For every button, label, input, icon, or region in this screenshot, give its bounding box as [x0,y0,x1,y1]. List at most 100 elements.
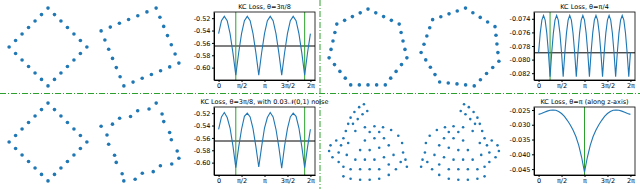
tick: π [263,80,267,90]
point [356,118,359,121]
tick: π/2 [557,80,567,90]
point [494,33,498,37]
point [359,149,362,152]
tick-label: 3π/2 [281,177,295,185]
point [420,166,423,169]
point [392,154,395,157]
tick-mark [532,73,534,74]
point [366,83,370,87]
tick-label: π [583,82,587,90]
tick-label: -0.045 [510,166,531,174]
tick-mark [532,46,534,47]
point [72,58,76,62]
tick-mark [212,55,214,56]
point [349,83,353,87]
tick: -0.074 [510,15,534,23]
point [486,20,490,24]
tick-label: -0.58 [194,52,211,60]
point [438,174,441,177]
tick-label: 3π/2 [601,177,615,185]
point [337,151,340,154]
point [390,19,394,23]
point [27,160,31,164]
point-cloud [7,101,88,182]
tick-label: -0.54 [194,122,211,130]
point [480,154,483,157]
point [113,153,117,157]
point [40,78,44,82]
point [111,57,115,61]
point [364,126,367,129]
point [468,106,471,109]
plot-frame [214,107,315,175]
tick: 0 [537,175,541,185]
point [439,15,443,19]
point [463,103,466,106]
point [452,137,455,140]
point [472,84,476,88]
point [66,65,70,69]
point [462,139,465,142]
point [472,111,475,114]
point [159,164,163,168]
point [99,29,103,33]
point [141,172,145,176]
point [447,146,450,149]
point [162,25,166,29]
tick-label: 3π/2 [281,82,295,90]
point [387,174,390,177]
point [7,140,11,144]
tick-label: 0 [217,177,221,185]
point [99,124,103,128]
point [490,139,493,142]
y-axis: -0.52-0.54-0.56-0.58-0.60 [194,13,215,81]
point [368,178,371,181]
point [426,161,429,164]
point [373,125,376,128]
point [53,78,57,82]
point [66,121,70,125]
plot-area [539,107,631,175]
point [173,52,177,56]
point [368,131,371,134]
point [447,177,450,180]
point [443,137,446,140]
point [495,42,499,46]
tick-label: π/2 [557,82,567,90]
tick-label: -0.080 [510,56,531,64]
tick-mark [532,110,534,111]
tick: -0.52 [194,110,214,118]
point [354,158,357,161]
tick-label: π/2 [237,177,247,185]
y-axis: -0.025-0.030-0.035-0.040-0.045 [510,107,535,176]
tick-mark [532,154,534,155]
tick: -0.030 [510,121,534,129]
x-axis-line [535,175,636,176]
point [33,166,37,170]
tick-label: -0.078 [510,43,531,51]
point [46,101,50,105]
point [395,168,398,171]
point [46,179,50,183]
tick: 3π/2 [281,175,295,185]
tick-mark [532,125,534,126]
point [340,144,343,147]
point [455,82,459,86]
loss-curve [539,110,631,172]
point [452,125,455,128]
point [359,178,362,181]
tick: π [263,175,267,185]
point [59,166,63,170]
point [170,43,174,47]
point [488,161,491,164]
point [424,58,428,62]
point [358,11,362,15]
point [328,150,331,153]
point [368,168,371,171]
reference-line [534,52,635,53]
tick: 2π [307,80,315,90]
point [115,66,119,70]
tick-label: 0 [217,82,221,90]
point [162,120,166,124]
loss-curve [219,16,311,75]
